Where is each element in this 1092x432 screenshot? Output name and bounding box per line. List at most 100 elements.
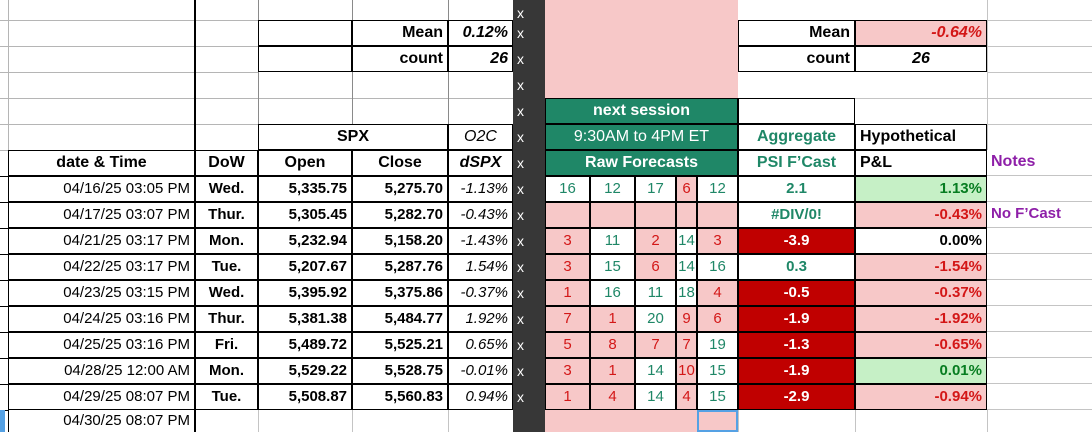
cell-forecast-5[interactable]: 4 [697, 280, 738, 306]
cell-forecast-1[interactable]: 1 [545, 280, 590, 306]
cell-forecast-1[interactable]: 3 [545, 228, 590, 254]
cell-dspx[interactable]: -0.01% [448, 358, 513, 384]
cell-forecast-1[interactable]: 16 [545, 176, 590, 202]
cell-open[interactable]: 5,335.75 [258, 176, 352, 202]
cell-forecast-3[interactable]: 11 [635, 280, 676, 306]
cell-forecast-5[interactable] [697, 202, 738, 228]
cell-psi-forecast[interactable]: #DIV/0! [738, 202, 855, 228]
cell-open[interactable]: 5,395.92 [258, 280, 352, 306]
cell-note[interactable] [987, 384, 1092, 410]
cell-close[interactable]: 5,525.21 [352, 332, 448, 358]
cell-pnl[interactable]: 1.13% [855, 176, 987, 202]
cell-forecast-1[interactable]: 1 [545, 384, 590, 410]
cell-date[interactable]: 04/17/25 03:07 PM [8, 202, 195, 228]
right-count-value[interactable]: 26 [855, 46, 987, 72]
cell-date[interactable]: 04/30/25 08:07 PM [8, 410, 195, 432]
cell-forecast-5[interactable]: 16 [697, 254, 738, 280]
cell-psi-forecast[interactable]: -1.3 [738, 332, 855, 358]
cell-date[interactable]: 04/25/25 03:16 PM [8, 332, 195, 358]
cell-date[interactable]: 04/21/25 03:17 PM [8, 228, 195, 254]
cell-dow[interactable]: Mon. [195, 358, 258, 384]
cell-forecast-2[interactable]: 8 [590, 332, 635, 358]
cell-forecast-2[interactable]: 12 [590, 176, 635, 202]
cell-pnl[interactable]: 0.00% [855, 228, 987, 254]
cell-open[interactable]: 5,489.72 [258, 332, 352, 358]
cell-forecast-4[interactable]: 10 [676, 358, 697, 384]
cell-date[interactable]: 04/24/25 03:16 PM [8, 306, 195, 332]
cell-psi-forecast[interactable]: 2.1 [738, 176, 855, 202]
open-header[interactable]: Open [258, 150, 352, 176]
cell-forecast-5[interactable]: 3 [697, 228, 738, 254]
summary-empty-cell[interactable] [258, 46, 352, 72]
cell-forecast-5[interactable]: 15 [697, 384, 738, 410]
dow-header[interactable]: DoW [195, 150, 258, 176]
cell-close[interactable]: 5,287.76 [352, 254, 448, 280]
cell-date[interactable]: 04/16/25 03:05 PM [8, 176, 195, 202]
cell-open[interactable]: 5,305.45 [258, 202, 352, 228]
cell-psi-forecast[interactable]: -3.9 [738, 228, 855, 254]
pnl-header[interactable]: P&L [855, 150, 987, 176]
cell-forecast-3[interactable]: 14 [635, 384, 676, 410]
cell-note[interactable] [987, 254, 1092, 280]
cell-forecast-3[interactable]: 14 [635, 358, 676, 384]
spx-group-header[interactable]: SPX [258, 124, 448, 150]
cell-forecast-1[interactable] [545, 202, 590, 228]
cell-forecast-3[interactable]: 20 [635, 306, 676, 332]
cell-forecast-4[interactable]: 14 [676, 254, 697, 280]
dspx-header[interactable]: dSPX [448, 150, 513, 176]
cell-close[interactable]: 5,158.20 [352, 228, 448, 254]
notes-header[interactable]: Notes [987, 150, 1092, 176]
left-mean-label[interactable]: Mean [352, 20, 448, 46]
cell-dspx[interactable]: -1.13% [448, 176, 513, 202]
right-mean-label[interactable]: Mean [738, 20, 855, 46]
cell-forecast-2[interactable]: 11 [590, 228, 635, 254]
hypothetical-header[interactable]: Hypothetical [855, 124, 987, 150]
cell-forecast-3[interactable] [635, 202, 676, 228]
cell-forecast-4[interactable]: 14 [676, 228, 697, 254]
cell-forecast-5[interactable]: 12 [697, 176, 738, 202]
cell-close[interactable]: 5,484.77 [352, 306, 448, 332]
cell-forecast-4[interactable]: 6 [676, 176, 697, 202]
cell-open[interactable]: 5,381.38 [258, 306, 352, 332]
cell-note[interactable] [987, 306, 1092, 332]
empty-bordered-cell[interactable] [738, 98, 855, 124]
next-session-header[interactable]: next session [545, 98, 738, 124]
cell-open[interactable]: 5,508.87 [258, 384, 352, 410]
cell-dow[interactable]: Tue. [195, 384, 258, 410]
cell-pnl[interactable]: -0.65% [855, 332, 987, 358]
cell-forecast-1[interactable]: 5 [545, 332, 590, 358]
cell-pnl[interactable]: -0.94% [855, 384, 987, 410]
cell-close[interactable]: 5,282.70 [352, 202, 448, 228]
cell-close[interactable]: 5,528.75 [352, 358, 448, 384]
cell-forecast-2[interactable]: 1 [590, 358, 635, 384]
cell-forecast-3[interactable]: 7 [635, 332, 676, 358]
date-time-header[interactable]: date & Time [8, 150, 195, 176]
cell-dspx[interactable]: -0.37% [448, 280, 513, 306]
session-hours-header[interactable]: 9:30AM to 4PM ET [545, 124, 738, 150]
cell-forecast-2[interactable] [590, 202, 635, 228]
cell-dspx[interactable]: 1.92% [448, 306, 513, 332]
cell-note[interactable]: No F’Cast [987, 202, 1092, 228]
cell-forecast-5[interactable]: 19 [697, 332, 738, 358]
cell-psi-forecast[interactable]: -1.9 [738, 306, 855, 332]
cell-forecast-3[interactable]: 6 [635, 254, 676, 280]
right-mean-value[interactable]: -0.64% [855, 20, 987, 46]
cell-pnl[interactable]: -0.37% [855, 280, 987, 306]
cell-open[interactable]: 5,529.22 [258, 358, 352, 384]
cell-forecast-2[interactable]: 16 [590, 280, 635, 306]
cell-date[interactable]: 04/28/25 12:00 AM [8, 358, 195, 384]
left-count-value[interactable]: 26 [448, 46, 513, 72]
cell-dow[interactable]: Thur. [195, 306, 258, 332]
cell-dspx[interactable]: -1.43% [448, 228, 513, 254]
cell-open[interactable]: 5,232.94 [258, 228, 352, 254]
cell-dow[interactable]: Wed. [195, 280, 258, 306]
cell-pnl[interactable]: 0.01% [855, 358, 987, 384]
cell-forecast-2[interactable]: 15 [590, 254, 635, 280]
cell-note[interactable] [987, 358, 1092, 384]
cell-close[interactable]: 5,375.86 [352, 280, 448, 306]
cell-forecast-4[interactable]: 7 [676, 332, 697, 358]
selected-cell[interactable] [697, 410, 738, 432]
cell-pnl[interactable]: -1.92% [855, 306, 987, 332]
cell-dspx[interactable]: 0.65% [448, 332, 513, 358]
cell-dow[interactable]: Wed. [195, 176, 258, 202]
